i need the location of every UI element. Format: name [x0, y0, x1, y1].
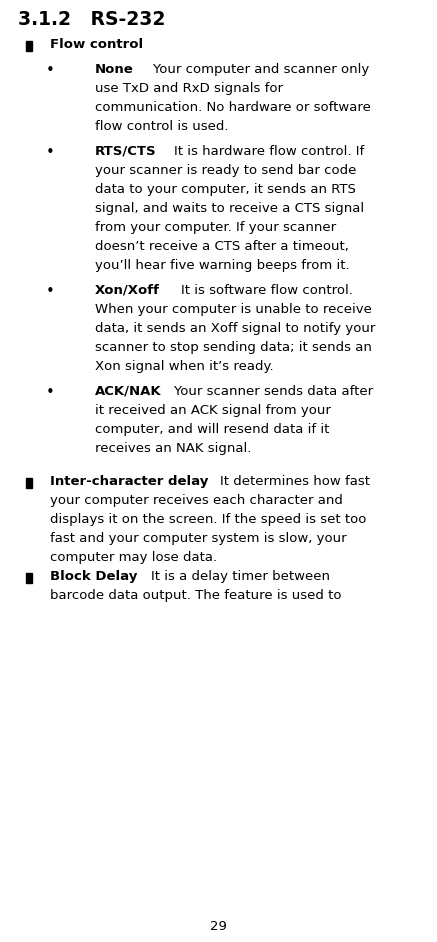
Text: It determines how fast: It determines how fast [203, 475, 370, 488]
Text: •: • [46, 385, 55, 400]
Text: It is software flow control.: It is software flow control. [164, 284, 353, 297]
Text: 3.1.2   RS-232: 3.1.2 RS-232 [18, 10, 165, 29]
Text: Xon/Xoff: Xon/Xoff [95, 284, 160, 297]
Text: •: • [46, 145, 55, 160]
Text: it received an ACK signal from your: it received an ACK signal from your [95, 404, 331, 417]
Text: •: • [46, 63, 55, 78]
Text: When your computer is unable to receive: When your computer is unable to receive [95, 303, 372, 316]
Text: It is hardware flow control. If: It is hardware flow control. If [157, 145, 364, 158]
Text: signal, and waits to receive a CTS signal: signal, and waits to receive a CTS signa… [95, 202, 364, 215]
Text: receives an NAK signal.: receives an NAK signal. [95, 442, 251, 455]
Text: computer, and will resend data if it: computer, and will resend data if it [95, 423, 329, 436]
Text: your computer receives each character and: your computer receives each character an… [50, 494, 343, 507]
Text: Xon signal when it’s ready.: Xon signal when it’s ready. [95, 360, 274, 373]
Text: Block Delay: Block Delay [50, 570, 137, 583]
Text: displays it on the screen. If the speed is set too: displays it on the screen. If the speed … [50, 513, 366, 526]
Text: fast and your computer system is slow, your: fast and your computer system is slow, y… [50, 532, 347, 545]
Text: computer may lose data.: computer may lose data. [50, 551, 217, 564]
Text: scanner to stop sending data; it sends an: scanner to stop sending data; it sends a… [95, 341, 372, 354]
Text: you’ll hear five warning beeps from it.: you’ll hear five warning beeps from it. [95, 259, 350, 272]
Text: communication. No hardware or software: communication. No hardware or software [95, 101, 371, 114]
Text: 29: 29 [210, 920, 227, 933]
Text: ACK/NAK: ACK/NAK [95, 385, 162, 398]
Text: use TxD and RxD signals for: use TxD and RxD signals for [95, 82, 283, 95]
Text: Your scanner sends data after: Your scanner sends data after [157, 385, 373, 398]
Text: RTS/CTS: RTS/CTS [95, 145, 156, 158]
Text: your scanner is ready to send bar code: your scanner is ready to send bar code [95, 164, 357, 177]
Text: None: None [95, 63, 134, 76]
Text: barcode data output. The feature is used to: barcode data output. The feature is used… [50, 589, 341, 602]
Text: •: • [46, 284, 55, 299]
Text: data to your computer, it sends an RTS: data to your computer, it sends an RTS [95, 183, 356, 196]
Text: data, it sends an Xoff signal to notify your: data, it sends an Xoff signal to notify … [95, 322, 375, 335]
Text: Inter-character delay: Inter-character delay [50, 475, 208, 488]
Text: Your computer and scanner only: Your computer and scanner only [136, 63, 370, 76]
Text: doesn’t receive a CTS after a timeout,: doesn’t receive a CTS after a timeout, [95, 240, 349, 253]
Text: from your computer. If your scanner: from your computer. If your scanner [95, 221, 336, 234]
Text: Flow control: Flow control [50, 38, 143, 51]
Text: flow control is used.: flow control is used. [95, 120, 229, 133]
Text: It is a delay timer between: It is a delay timer between [134, 570, 330, 583]
